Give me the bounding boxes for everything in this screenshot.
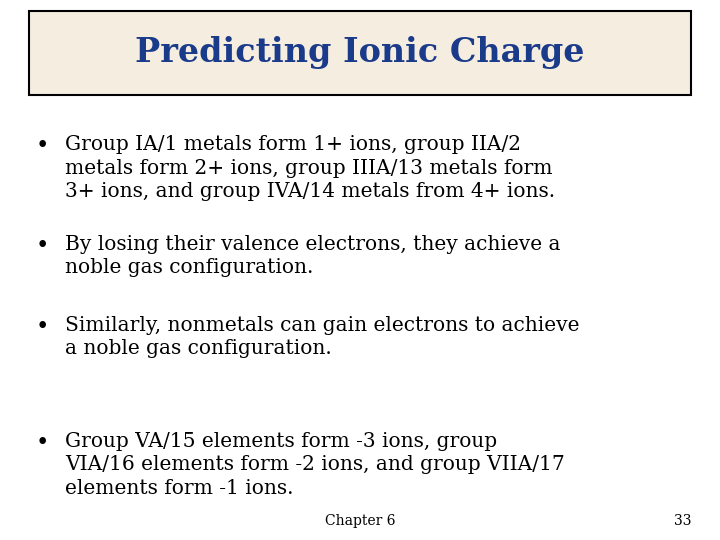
Text: •: •: [36, 316, 50, 338]
Text: •: •: [36, 432, 50, 454]
Text: •: •: [36, 235, 50, 257]
Text: Similarly, nonmetals can gain electrons to achieve
a noble gas configuration.: Similarly, nonmetals can gain electrons …: [65, 316, 580, 359]
Text: 33: 33: [674, 514, 691, 528]
Text: •: •: [36, 135, 50, 157]
Text: Group VA/15 elements form -3 ions, group
VIA/16 elements form -2 ions, and group: Group VA/15 elements form -3 ions, group…: [65, 432, 564, 498]
Text: Predicting Ionic Charge: Predicting Ionic Charge: [135, 36, 585, 69]
FancyBboxPatch shape: [29, 11, 691, 94]
Text: By losing their valence electrons, they achieve a
noble gas configuration.: By losing their valence electrons, they …: [65, 235, 560, 278]
Text: Chapter 6: Chapter 6: [325, 514, 395, 528]
Text: Group IA/1 metals form 1+ ions, group IIA/2
metals form 2+ ions, group IIIA/13 m: Group IA/1 metals form 1+ ions, group II…: [65, 135, 555, 201]
